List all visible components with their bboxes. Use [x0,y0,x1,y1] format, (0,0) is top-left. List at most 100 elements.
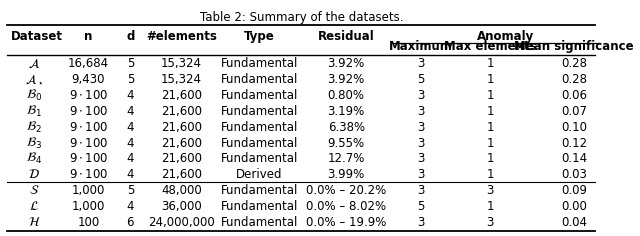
Text: Residual: Residual [318,30,374,43]
Text: 1: 1 [486,121,494,134]
Text: $9 \cdot 100$: $9 \cdot 100$ [68,168,108,181]
Text: 3: 3 [417,121,425,134]
Text: 1: 1 [486,73,494,86]
Text: 0.12: 0.12 [561,137,587,150]
Text: $\mathcal{D}$: $\mathcal{D}$ [28,168,40,181]
Text: d: d [126,30,134,43]
Text: 0.00: 0.00 [561,200,587,213]
Text: 3.99%: 3.99% [328,168,365,181]
Text: 0.03: 0.03 [561,168,587,181]
Text: Table 2: Summary of the datasets.: Table 2: Summary of the datasets. [200,11,403,24]
Text: 21,600: 21,600 [161,152,202,165]
Text: Maximum: Maximum [389,40,453,53]
Text: 5: 5 [127,184,134,197]
Text: 3.92%: 3.92% [328,57,365,70]
Text: 1: 1 [486,89,494,102]
Text: 0.06: 0.06 [561,89,587,102]
Text: $9 \cdot 100$: $9 \cdot 100$ [68,152,108,165]
Text: 0.80%: 0.80% [328,89,365,102]
Text: Mean significance: Mean significance [515,40,634,53]
Text: 9.55%: 9.55% [328,137,365,150]
Text: $\mathcal{B}_3$: $\mathcal{B}_3$ [26,135,42,151]
Text: $\mathcal{A}_\star$: $\mathcal{A}_\star$ [25,73,44,86]
Text: Fundamental: Fundamental [221,200,298,213]
Text: Fundamental: Fundamental [221,57,298,70]
Text: 4: 4 [127,89,134,102]
Text: Type: Type [244,30,275,43]
Text: 4: 4 [127,105,134,118]
Text: 21,600: 21,600 [161,105,202,118]
Text: 3: 3 [486,216,494,229]
Text: 16,684: 16,684 [68,57,109,70]
Text: 3: 3 [417,216,425,229]
Text: n: n [84,30,93,43]
Text: Dataset: Dataset [10,30,62,43]
Text: 21,600: 21,600 [161,137,202,150]
Text: Fundamental: Fundamental [221,121,298,134]
Text: 5: 5 [127,73,134,86]
Text: 3.19%: 3.19% [328,105,365,118]
Text: $\mathcal{A}$: $\mathcal{A}$ [28,57,40,70]
Text: $9 \cdot 100$: $9 \cdot 100$ [68,121,108,134]
Text: 3: 3 [417,184,425,197]
Text: 0.28: 0.28 [561,57,587,70]
Text: 0.07: 0.07 [561,105,587,118]
Text: Derived: Derived [236,168,282,181]
Text: $\mathcal{H}$: $\mathcal{H}$ [28,216,41,229]
Text: 1: 1 [486,137,494,150]
Text: Anomaly: Anomaly [477,30,534,43]
Text: 5: 5 [417,73,425,86]
Text: 3: 3 [417,57,425,70]
Text: 3.92%: 3.92% [328,73,365,86]
Text: 12.7%: 12.7% [328,152,365,165]
Text: 48,000: 48,000 [161,184,202,197]
Text: 0.0% – 8.02%: 0.0% – 8.02% [306,200,387,213]
Text: 6.38%: 6.38% [328,121,365,134]
Text: 3: 3 [417,137,425,150]
Text: 1: 1 [486,105,494,118]
Text: 1: 1 [486,152,494,165]
Text: 0.0% – 20.2%: 0.0% – 20.2% [306,184,387,197]
Text: 24,000,000: 24,000,000 [148,216,214,229]
Text: $\mathcal{B}_4$: $\mathcal{B}_4$ [26,151,42,166]
Text: Fundamental: Fundamental [221,216,298,229]
Text: 1: 1 [486,200,494,213]
Text: 0.09: 0.09 [561,184,587,197]
Text: 100: 100 [77,216,99,229]
Text: 3: 3 [417,105,425,118]
Text: 21,600: 21,600 [161,89,202,102]
Text: 4: 4 [127,121,134,134]
Text: 36,000: 36,000 [161,200,202,213]
Text: $\mathcal{L}$: $\mathcal{L}$ [29,200,40,213]
Text: 0.10: 0.10 [561,121,587,134]
Text: Max elements: Max elements [444,40,536,53]
Text: 0.04: 0.04 [561,216,587,229]
Text: $\mathcal{B}_1$: $\mathcal{B}_1$ [26,104,42,119]
Text: 21,600: 21,600 [161,168,202,181]
Text: 15,324: 15,324 [161,57,202,70]
Text: $9 \cdot 100$: $9 \cdot 100$ [68,137,108,150]
Text: 6: 6 [127,216,134,229]
Text: 1: 1 [486,168,494,181]
Text: 1,000: 1,000 [72,200,105,213]
Text: Fundamental: Fundamental [221,73,298,86]
Text: 5: 5 [127,57,134,70]
Text: $\mathcal{B}_0$: $\mathcal{B}_0$ [26,88,42,103]
Text: 0.0% – 19.9%: 0.0% – 19.9% [306,216,387,229]
Text: 3: 3 [486,184,494,197]
Text: 3: 3 [417,152,425,165]
Text: Fundamental: Fundamental [221,105,298,118]
Text: 0.14: 0.14 [561,152,587,165]
Text: Fundamental: Fundamental [221,184,298,197]
Text: Fundamental: Fundamental [221,137,298,150]
Text: 15,324: 15,324 [161,73,202,86]
Text: 1: 1 [486,57,494,70]
Text: 4: 4 [127,137,134,150]
Text: 5: 5 [417,200,425,213]
Text: $9 \cdot 100$: $9 \cdot 100$ [68,89,108,102]
Text: 9,430: 9,430 [72,73,105,86]
Text: Fundamental: Fundamental [221,89,298,102]
Text: $\mathcal{S}$: $\mathcal{S}$ [29,184,40,197]
Text: 4: 4 [127,152,134,165]
Text: 4: 4 [127,200,134,213]
